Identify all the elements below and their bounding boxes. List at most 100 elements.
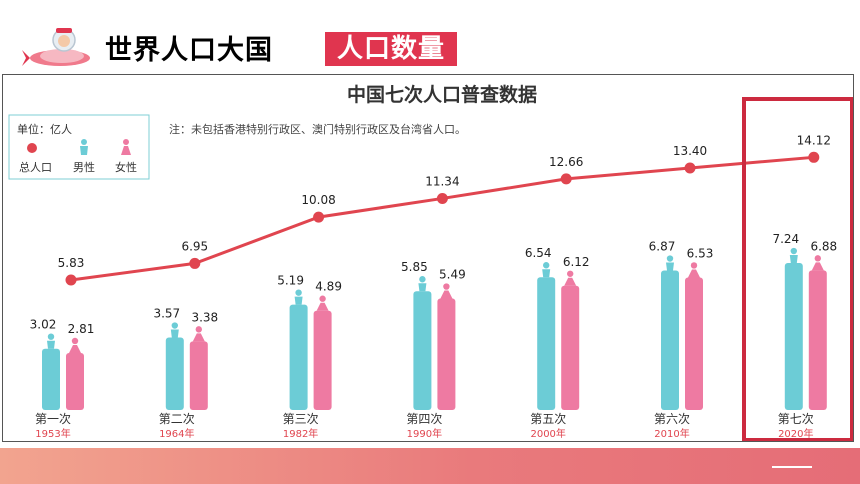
- male-figure-icon-7: [789, 247, 798, 264]
- female-figure-icon-7-head: [814, 255, 821, 262]
- category-label-4: 第四次: [406, 412, 442, 426]
- female-figure-icon-4: [440, 283, 453, 299]
- female-figure-icon-6-head: [690, 262, 698, 269]
- male-figure-icon-4-head: [419, 276, 426, 283]
- male-figure-icon-6-body: [666, 262, 674, 271]
- male-figure-icon-4: [418, 276, 427, 292]
- male-figure-icon-5: [542, 262, 551, 278]
- label-male-3: 5.19: [277, 274, 304, 288]
- bar-male-5: [537, 277, 556, 410]
- male-figure-icon-2: [170, 322, 179, 338]
- bars-layer: 3.02 2.81 3.57 3.38 5.19 4.89 5.85 5.49 6.54 6.12…: [30, 232, 837, 410]
- bar-female-1: [66, 352, 84, 410]
- highlight-frame-2020: [742, 97, 854, 442]
- legend-total-marker: [27, 143, 37, 153]
- bar-male-4: [413, 291, 432, 410]
- female-figure-icon-5: [564, 270, 577, 286]
- legend-label-male: 男性: [73, 160, 95, 174]
- label-male-7: 7.24: [772, 232, 799, 246]
- label-male-4: 5.85: [401, 260, 428, 274]
- bar-female-2: [189, 341, 208, 410]
- bar-female-4: [437, 298, 456, 410]
- male-figure-icon-1-head: [47, 333, 55, 340]
- female-figure-icon-3: [316, 295, 329, 311]
- legend-box: 单位：亿人 总人口 男性 女性: [8, 114, 150, 180]
- label-male-6: 6.87: [649, 240, 676, 254]
- category-label-6: 第六次: [654, 412, 690, 426]
- section-tag: 人口数量: [325, 32, 458, 66]
- category-label-3: 第三次: [283, 412, 319, 426]
- year-label-6: 2010年: [654, 427, 689, 440]
- total-line-layer: 5.83 6.95 10.08 11.34 12.66 13.40 14.12: [58, 133, 831, 286]
- bar-female-3: [313, 310, 332, 410]
- total-label-2: 6.95: [181, 239, 208, 253]
- total-label-6: 13.40: [673, 144, 707, 158]
- bar-female-7: [808, 270, 827, 410]
- chart-title: 中国七次人口普查数据: [347, 83, 537, 106]
- year-label-2: 1964年: [159, 427, 194, 440]
- legend-female-icon: [121, 139, 131, 155]
- female-figure-icon-5-head: [567, 270, 574, 277]
- male-figure-icon-1-body: [47, 340, 55, 349]
- total-point-6: [684, 162, 696, 174]
- total-point-1: [65, 274, 77, 286]
- label-male-1: 3.02: [30, 318, 57, 332]
- year-label-3: 1982年: [283, 427, 318, 440]
- male-figure-icon-5-head: [543, 262, 550, 269]
- female-figure-icon-7-body: [811, 262, 824, 271]
- female-figure-icon-2-body: [192, 333, 205, 342]
- male-figure-icon-2-head: [171, 322, 178, 329]
- male-figure-icon-1: [47, 333, 55, 349]
- label-female-7: 6.88: [810, 239, 837, 253]
- census-chart: 中国七次人口普查数据 单位：亿人 总人口 男性 女性 注：未包括香港特别行政区、…: [8, 83, 854, 442]
- total-label-7: 14.12: [797, 133, 831, 147]
- chart-note: 注：未包括香港特别行政区、澳门特别行政区及台湾省人口。: [169, 122, 466, 136]
- female-figure-icon-4-body: [440, 290, 453, 299]
- female-figure-icon-3-head: [319, 295, 326, 302]
- legend-male-icon: [80, 139, 88, 155]
- year-label-4: 1990年: [407, 427, 442, 440]
- male-figure-icon-3-head: [295, 289, 302, 296]
- male-figure-icon-3: [294, 289, 303, 305]
- male-figure-icon-6-head: [666, 255, 674, 262]
- male-figure-icon-6: [666, 255, 674, 271]
- total-label-5: 12.66: [549, 155, 583, 169]
- label-female-3: 4.89: [315, 280, 342, 294]
- unit-label: 单位：亿人: [17, 122, 72, 136]
- male-figure-icon-7-head: [790, 247, 797, 255]
- footer-band: [0, 448, 860, 484]
- label-female-4: 5.49: [439, 268, 466, 282]
- bar-male-3: [289, 304, 308, 410]
- bar-male-1: [42, 348, 60, 410]
- footer-line: [772, 466, 812, 468]
- male-figure-icon-5-body: [542, 269, 551, 278]
- bar-female-6: [685, 277, 703, 410]
- female-figure-icon-1: [69, 337, 81, 353]
- female-figure-icon-1-head: [71, 337, 79, 345]
- label-male-2: 3.57: [153, 307, 180, 321]
- total-point-5: [560, 173, 572, 185]
- female-figure-icon-4-head: [443, 283, 450, 290]
- total-point-2: [189, 257, 201, 269]
- female-figure-icon-2: [192, 326, 205, 342]
- year-label-7: 2020年: [778, 427, 813, 440]
- chart-panel: 中国七次人口普查数据 单位：亿人 总人口 男性 女性 注：未包括香港特别行政区、…: [2, 74, 854, 442]
- female-figure-icon-2-head: [195, 326, 202, 333]
- female-figure-icon-1-body: [69, 344, 81, 353]
- bar-female-5: [561, 285, 580, 410]
- bar-male-7: [784, 263, 803, 410]
- legend-label-total: 总人口: [19, 160, 52, 174]
- female-figure-icon-3-body: [316, 302, 329, 311]
- label-female-1: 2.81: [68, 322, 95, 336]
- category-label-1: 第一次: [35, 412, 71, 426]
- year-label-1: 1953年: [35, 427, 70, 440]
- page-title: 世界人口大国: [105, 35, 273, 66]
- female-figure-icon-7: [811, 255, 824, 271]
- total-point-7: [808, 151, 820, 163]
- rocket-astronaut-icon: [22, 28, 90, 66]
- legend-label-female: 女性: [115, 160, 137, 174]
- total-label-3: 10.08: [301, 193, 335, 207]
- female-figure-icon-6-body: [688, 269, 700, 278]
- female-figure-icon-5-body: [564, 277, 577, 286]
